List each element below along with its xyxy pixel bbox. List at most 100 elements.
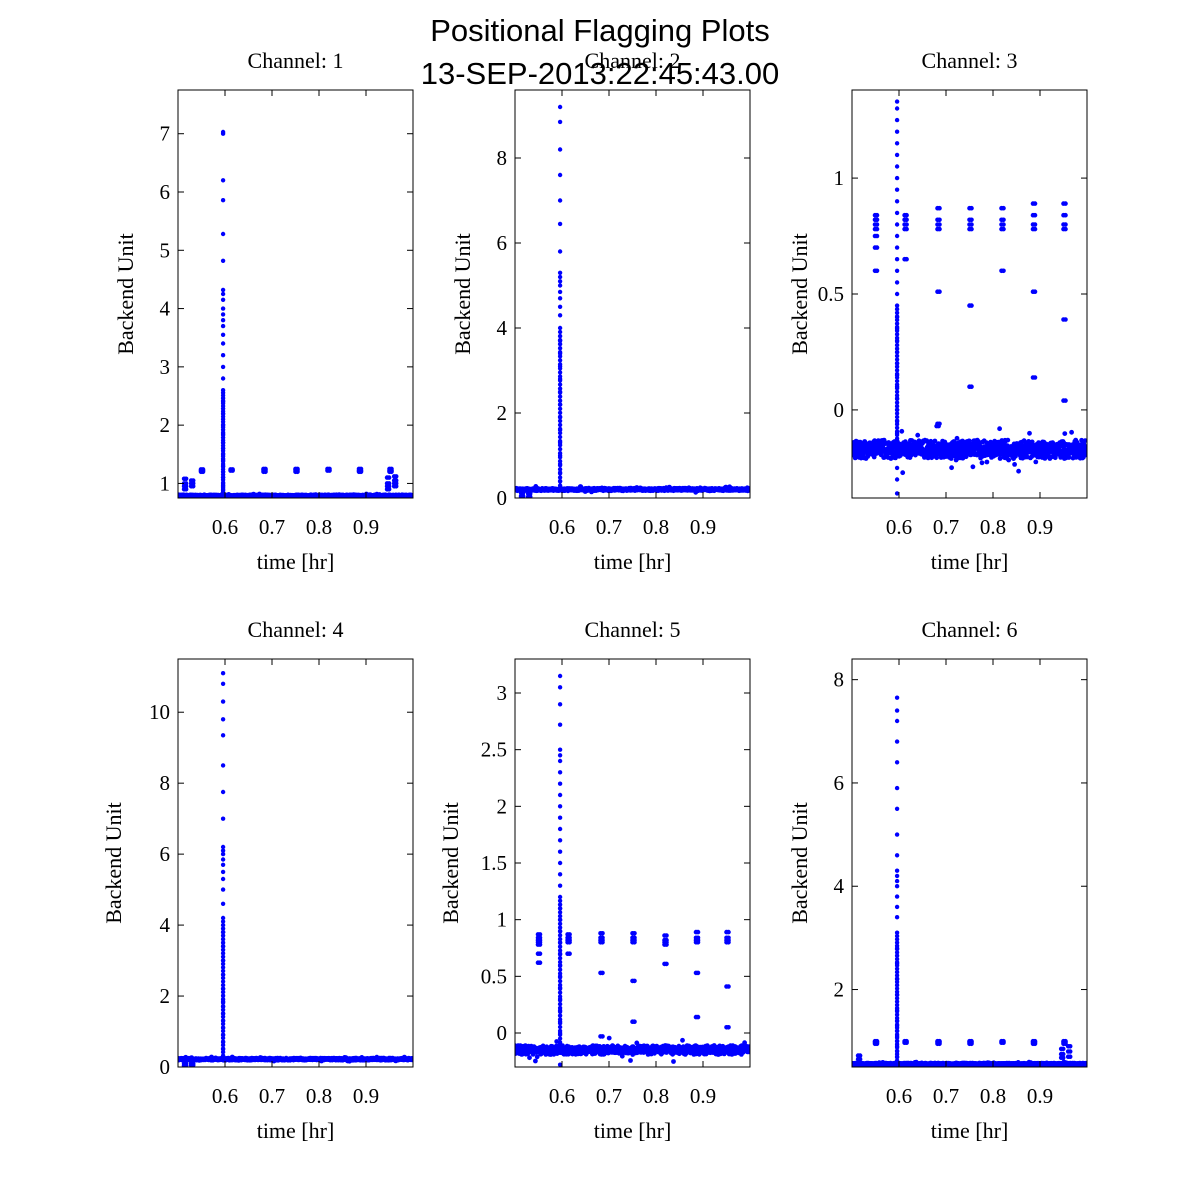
data-point	[220, 1000, 226, 1005]
data-point	[220, 332, 226, 337]
data-point	[393, 484, 399, 489]
data-point	[894, 99, 900, 104]
data-point	[937, 226, 942, 232]
data-point	[969, 226, 974, 232]
data-point	[1027, 430, 1032, 436]
data-point	[557, 446, 563, 452]
data-point	[220, 390, 226, 395]
data-point	[904, 212, 909, 218]
data-point	[1032, 375, 1038, 380]
axes-frame	[514, 89, 751, 499]
data-point	[220, 937, 226, 942]
data-point	[557, 325, 563, 331]
axes-frame	[177, 89, 414, 499]
y-tick-label: 0	[497, 486, 508, 510]
data-point	[894, 339, 900, 344]
data-point	[894, 164, 900, 169]
data-point	[557, 249, 563, 254]
data-point	[220, 915, 226, 921]
data-point	[557, 442, 563, 448]
data-point	[220, 1053, 226, 1058]
data-point	[949, 465, 954, 471]
y-tick-label: 0.5	[818, 282, 844, 306]
x-tick-label: 0.8	[980, 515, 1006, 539]
data-point	[894, 422, 900, 427]
data-point	[557, 221, 563, 227]
data-point	[948, 456, 954, 461]
data-point	[894, 291, 900, 297]
data-point	[183, 1063, 189, 1067]
data-point	[295, 469, 300, 475]
subplot-title: Channel: 3	[922, 48, 1018, 73]
data-point	[894, 141, 900, 146]
data-point	[220, 947, 226, 952]
data-point	[557, 374, 563, 379]
data-point	[220, 671, 226, 676]
data-point	[220, 364, 226, 370]
data-point	[557, 471, 563, 476]
data-point	[190, 1062, 196, 1067]
data-point	[1062, 431, 1068, 436]
data-point	[1001, 226, 1006, 232]
x-tick-label: 0.8	[306, 515, 332, 539]
data-point	[220, 869, 226, 875]
y-tick-label: 8	[160, 771, 171, 795]
data-point	[557, 289, 563, 295]
data-point	[1084, 452, 1087, 458]
data-point	[1032, 212, 1038, 218]
data-point	[894, 407, 900, 412]
data-point	[386, 487, 392, 492]
x-tick-label: 0.9	[1027, 515, 1053, 539]
data-point	[557, 274, 563, 280]
data-point	[894, 393, 900, 398]
data-point	[894, 378, 900, 384]
data-point	[894, 360, 900, 366]
y-tick-label: 1	[160, 471, 171, 495]
data-point	[1001, 222, 1006, 227]
data-point	[937, 421, 942, 427]
y-tick-label: 1	[834, 166, 845, 190]
data-point	[220, 848, 226, 853]
data-point	[557, 172, 563, 178]
data-point	[220, 312, 226, 317]
data-point	[937, 205, 942, 211]
data-point	[220, 857, 226, 862]
data-point	[894, 436, 900, 441]
data-point	[937, 222, 942, 227]
data-point	[220, 1028, 226, 1034]
y-tick-label: 10	[149, 700, 170, 724]
data-point	[969, 303, 974, 308]
data-point	[220, 231, 226, 237]
data-point	[557, 333, 563, 339]
x-axis-label: time [hr]	[594, 549, 672, 574]
y-tick-label: 6	[160, 842, 171, 866]
data-point	[220, 376, 226, 381]
data-point	[220, 291, 226, 297]
data-point	[220, 1004, 226, 1009]
data-point	[527, 494, 533, 498]
data-point	[527, 1055, 532, 1061]
data-point	[874, 226, 880, 232]
data-point	[557, 304, 563, 309]
data-point	[937, 289, 942, 295]
data-point	[220, 982, 226, 988]
data-point	[894, 432, 900, 438]
data-point	[894, 342, 900, 348]
data-point	[220, 940, 226, 945]
data-point	[190, 484, 196, 489]
data-point	[969, 384, 974, 390]
data-point	[410, 493, 413, 498]
data-point	[220, 733, 226, 738]
data-point	[220, 287, 226, 293]
data-point	[220, 954, 226, 959]
data-point	[894, 364, 900, 369]
data-point	[557, 370, 563, 375]
data-point	[903, 439, 908, 445]
data-point	[557, 475, 563, 480]
data-point	[183, 487, 189, 492]
data-point	[894, 233, 900, 239]
data-point	[554, 1039, 560, 1044]
data-point	[894, 375, 900, 380]
